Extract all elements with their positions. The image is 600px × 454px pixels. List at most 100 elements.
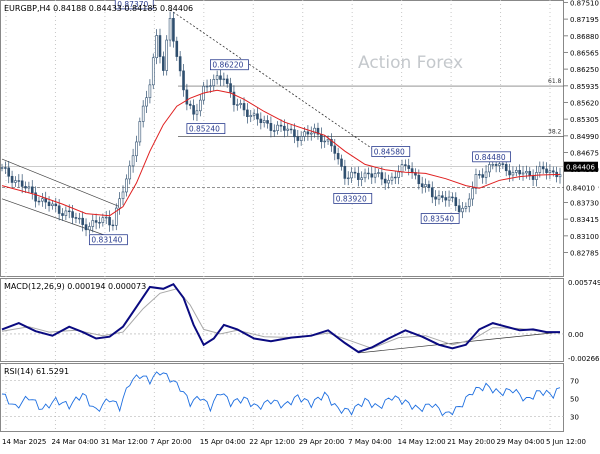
- candle-body: [461, 207, 464, 213]
- swing-label-box: [371, 146, 411, 157]
- x-tick-label: 29 May 04:00: [497, 438, 545, 446]
- candle-body: [383, 178, 387, 184]
- swing-label-box: [88, 234, 128, 246]
- candle-body: [521, 172, 525, 175]
- candle-body: [4, 167, 7, 169]
- candle-body: [205, 85, 209, 88]
- candle-body: [357, 172, 360, 180]
- candle-body: [451, 196, 454, 199]
- candle-body: [188, 103, 192, 106]
- candle-body: [313, 127, 316, 134]
- candle-body: [478, 174, 481, 176]
- x-tick-label: 29 Apr 20:00: [299, 438, 345, 446]
- candle-body: [44, 198, 48, 203]
- macd-layer: [1, 282, 564, 354]
- candle-body: [444, 197, 448, 201]
- candle-body: [37, 200, 41, 203]
- x-tick-label: 22 Apr 12:00: [249, 438, 295, 446]
- x-tick-label: 14 May 12:00: [398, 438, 446, 446]
- candle-body: [279, 124, 283, 127]
- support-price-tag-bg: [564, 182, 598, 193]
- candle-body: [252, 113, 256, 116]
- candle-body: [454, 197, 458, 207]
- candle-body: [457, 205, 461, 213]
- candle-body: [158, 35, 162, 57]
- candle-body: [551, 170, 555, 173]
- candle-body: [367, 172, 370, 175]
- axis-layer: 0.87510 0.87195 0.86880 0.86565 0.86250 0.859…: [2, 0, 600, 446]
- swing-label-box: [210, 59, 249, 71]
- candle-body: [128, 165, 132, 180]
- candle-body: [14, 180, 17, 183]
- price-tick-label: 0.83415: [570, 216, 599, 224]
- price-tick-label: 0.85305: [570, 116, 599, 124]
- candle-body: [17, 180, 21, 182]
- candle-body: [121, 191, 125, 200]
- candle-body: [400, 164, 404, 173]
- macd-panel-frame: [0, 278, 564, 362]
- candle-body: [488, 164, 491, 173]
- fib-level-label: 61.8: [548, 78, 562, 85]
- price-tick-label: 0.82785: [570, 249, 599, 257]
- candle-body: [10, 175, 14, 183]
- candle-body: [447, 196, 451, 201]
- candle-body: [514, 170, 518, 173]
- candle-body: [343, 165, 347, 179]
- symbol-info: EURGBP,H4 0.84188 0.84433 0.84185 0.8440…: [4, 4, 193, 13]
- candle-body: [135, 141, 138, 157]
- candle-body: [363, 172, 367, 179]
- price-tick-label: 0.83100: [570, 233, 599, 241]
- candle-body: [397, 171, 400, 178]
- candle-body: [272, 130, 276, 132]
- candle-body: [407, 165, 411, 169]
- candle-body: [88, 226, 91, 231]
- candle-body: [464, 206, 468, 209]
- candle-body: [151, 57, 155, 86]
- swing-label-box: [472, 151, 512, 163]
- candle-body: [276, 124, 279, 131]
- candle-body: [283, 125, 286, 131]
- swing-label-layer: 0.87370 0.86220 0.85240 0.83140 0.84580 0.839…: [88, 0, 512, 246]
- candle-body: [178, 56, 182, 72]
- candle-body: [340, 158, 343, 167]
- price-tick-label: 0.84675: [570, 149, 599, 157]
- price-tick-label: 0.85620: [570, 99, 599, 107]
- candle-body: [131, 155, 135, 167]
- candle-body: [266, 120, 269, 124]
- candle-body: [155, 35, 158, 59]
- watermark: Action Forex: [358, 53, 463, 73]
- candle-body: [528, 171, 532, 177]
- candle-body: [20, 180, 24, 187]
- candle-body: [316, 127, 320, 135]
- rsi-layer: [1, 371, 564, 417]
- candle-body: [61, 213, 64, 216]
- candle-body: [296, 136, 300, 141]
- rsi-panel-frame: [0, 363, 564, 432]
- candle-body: [360, 177, 363, 180]
- x-tick-label: 5 Jun 12:00: [546, 438, 586, 446]
- candle-body: [235, 104, 239, 106]
- candle-body: [138, 121, 142, 143]
- candle-body: [262, 120, 266, 124]
- annotation-layer: 61.8 38.2: [1, 9, 564, 238]
- swing-label-text: 0.83140: [91, 236, 122, 245]
- x-tick-label: 14 Mar 2025: [2, 438, 46, 446]
- swing-label-text: 0.86220: [212, 61, 243, 70]
- price-tick-label: 0.86250: [570, 66, 599, 74]
- x-tick-label: 31 Mar 12:00: [101, 438, 148, 446]
- sma-line: [1, 89, 561, 217]
- candle-body: [165, 39, 169, 71]
- candle-body: [538, 166, 542, 173]
- candle-body: [377, 172, 380, 174]
- candle-layer: [0, 11, 562, 237]
- candle-body: [64, 210, 68, 216]
- swing-label-box: [186, 123, 226, 134]
- price-tick-label: 0.83730: [570, 199, 599, 207]
- candle-body: [24, 186, 27, 189]
- candle-body: [424, 184, 427, 187]
- candle-body: [0, 167, 4, 169]
- candle-body: [67, 210, 71, 213]
- candle-body: [437, 195, 441, 200]
- candle-body: [232, 91, 236, 106]
